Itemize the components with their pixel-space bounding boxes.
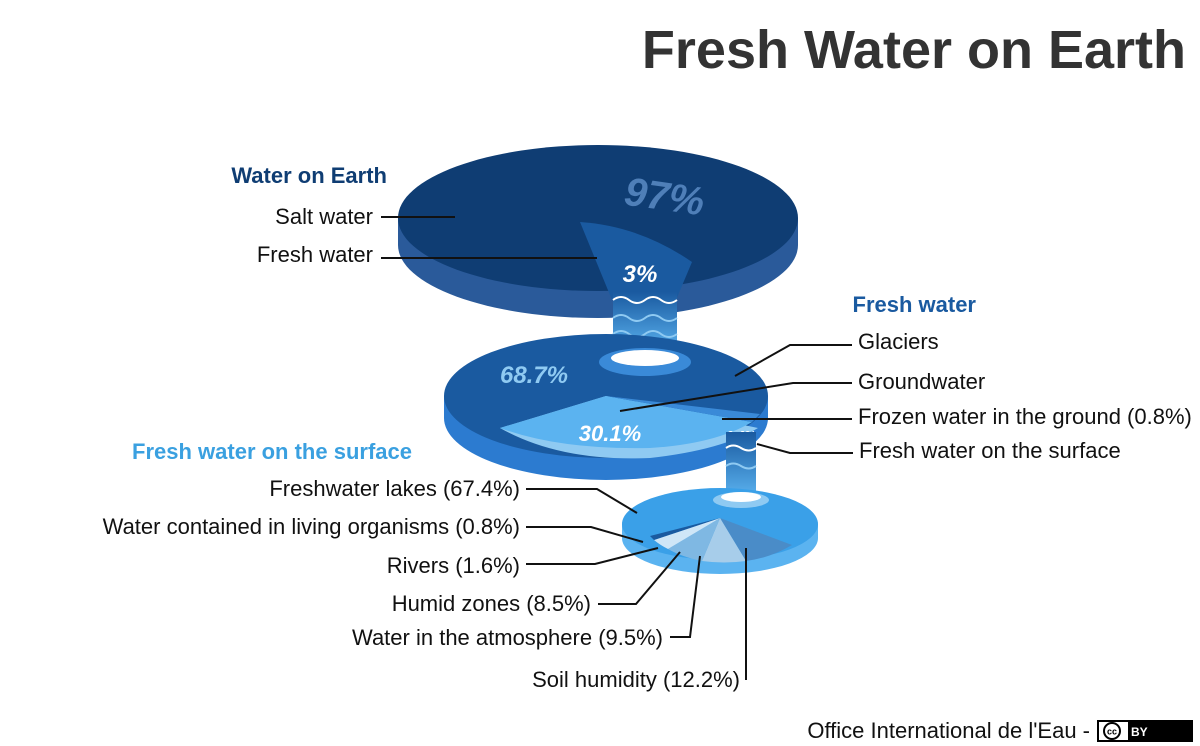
humid-zones-label: Humid zones (8.5%) [392,591,591,616]
glaciers-label: Glaciers [858,329,939,354]
rivers-label: Rivers (1.6%) [387,553,520,578]
surface-water-heading: Fresh water on the surface [132,439,412,464]
fresh-water-disk [444,334,768,480]
rivers-slice [654,518,720,549]
water-on-earth-heading: Water on Earth [231,163,387,188]
atmosphere-label: Water in the atmosphere (9.5%) [352,625,663,650]
living-organisms-slice [650,518,720,540]
cc-badge-text: cc [1107,727,1117,737]
fresh-water-value-label: 3% [623,261,658,288]
humid-zones-slice [668,518,720,561]
water-on-earth-disk [398,145,798,318]
surface-water-leader [756,443,853,454]
atmosphere-slice [702,518,746,563]
page-title: Fresh Water on Earth [642,20,1186,80]
cc-by-license-badge: cc BY [1097,720,1193,742]
freshwater-lakes-label: Freshwater lakes (67.4%) [269,476,520,501]
fresh-water-heading: Fresh water [853,292,977,317]
by-badge-text: BY [1131,725,1148,739]
credit-text: Office International de l'Eau - [807,718,1090,743]
cc-logo-icon [1103,722,1121,740]
groundwater-leader [619,382,852,412]
fresh-water-slice [580,222,692,300]
rivers-leader [526,547,659,565]
surface-water-label: Fresh water on the surface [859,438,1121,463]
groundwater-slice-top [500,396,752,449]
living-organisms-leader [526,526,644,543]
living-organisms-label: Water contained in living organisms (0.8… [103,514,520,539]
humid-zones-leader [598,551,681,605]
salt-water-label: Salt water [275,204,373,229]
groundwater-label: Groundwater [858,369,985,394]
fresh-water-label: Fresh water [257,242,373,267]
soil-humidity-label: Soil humidity (12.2%) [532,667,740,692]
salt-water-slice [398,145,798,291]
freshwater-lakes-leader [526,488,638,514]
glaciers-leader [734,344,852,377]
groundwater-value-label: 30.1% [579,421,641,446]
frozen-ground-slice [606,396,760,422]
soil-humidity-slice [720,518,792,561]
frozen-ground-label: Frozen water in the ground (0.8%) [858,404,1192,429]
surface-water-disk [622,488,818,574]
surface-water-stream [725,432,757,498]
atmosphere-leader [670,555,701,638]
glaciers-value-label: 68.7% [500,362,568,389]
